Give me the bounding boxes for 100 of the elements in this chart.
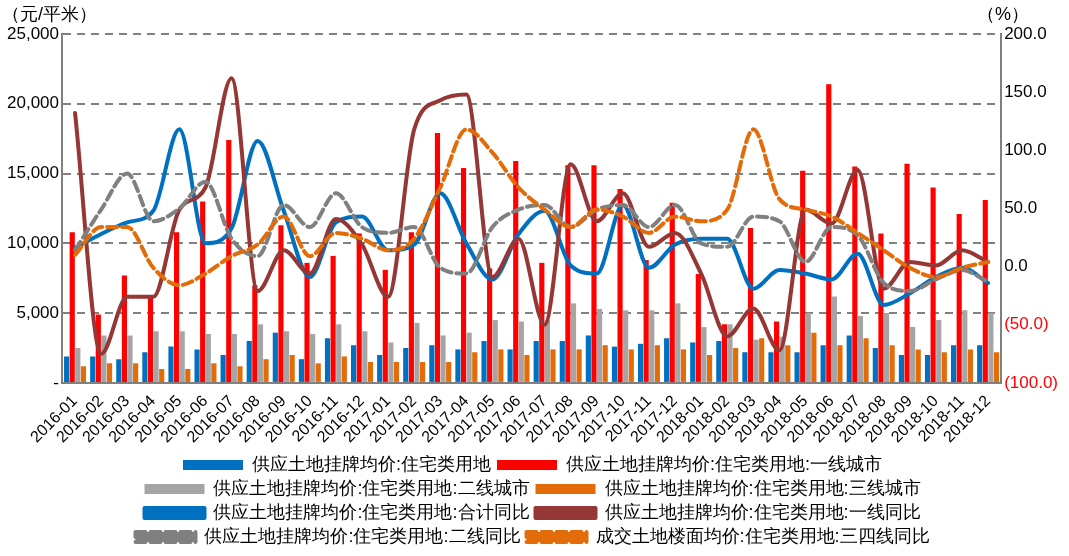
bar [889, 345, 895, 382]
legend-label: 供应土地挂牌均价:住宅类用地:一线同比 [604, 501, 921, 522]
legend-label: 供应土地挂牌均价:住宅类用地:一线城市 [566, 453, 883, 474]
bar [759, 338, 765, 382]
line-series [73, 76, 991, 356]
bar [341, 356, 347, 382]
y-tick-label: 10,000 [7, 233, 59, 253]
bar [174, 232, 180, 382]
bar [768, 352, 774, 382]
bar [544, 320, 550, 382]
bar [310, 334, 316, 382]
bar [524, 354, 530, 382]
bar [133, 363, 139, 382]
bar [518, 321, 524, 382]
bar [434, 133, 441, 382]
bar [649, 310, 655, 382]
bar [904, 163, 910, 382]
bar [64, 356, 70, 382]
bar [820, 345, 826, 382]
y-tick-label: 20,000 [7, 93, 59, 113]
bar [941, 352, 947, 382]
bar [168, 346, 174, 382]
bar [80, 366, 87, 382]
y2-tick-label: 50.0 [1004, 198, 1038, 218]
bar [811, 332, 817, 382]
bar [915, 349, 921, 382]
bar [863, 338, 869, 382]
bar [654, 345, 660, 382]
bar [420, 361, 426, 382]
bar [857, 315, 864, 382]
bar [753, 339, 759, 382]
bar [664, 338, 670, 382]
bar [211, 363, 217, 382]
bar [727, 324, 733, 382]
bar [362, 331, 368, 382]
bar [429, 345, 435, 382]
y-tick-label: 25,000 [7, 23, 59, 43]
bar [393, 361, 400, 382]
bar [930, 187, 936, 382]
bar [585, 335, 591, 382]
bar [159, 368, 165, 382]
bar [75, 348, 81, 382]
bar [367, 361, 373, 382]
bar [706, 354, 713, 382]
bar [675, 303, 681, 382]
bar [602, 345, 608, 382]
bar [492, 320, 498, 382]
bar [283, 331, 290, 382]
bar [988, 313, 994, 382]
bar [147, 296, 154, 382]
bar [690, 342, 696, 382]
bar [289, 354, 295, 382]
bar [304, 262, 310, 382]
bar [388, 342, 394, 382]
y-axis-title: （元/平米） [2, 3, 98, 24]
bar [69, 232, 75, 382]
bar [576, 349, 582, 382]
bar [570, 303, 577, 382]
bar [185, 368, 191, 382]
bar [956, 214, 962, 382]
bar [121, 275, 127, 382]
bar [898, 354, 904, 382]
bar [967, 349, 973, 382]
bar [747, 227, 754, 382]
bar [472, 352, 478, 382]
bar [252, 285, 258, 382]
y2-axis-title: （%） [976, 3, 1029, 24]
legend-label: 供应土地挂牌均价:住宅类用地:合计同比 [213, 501, 530, 522]
bar [701, 327, 707, 382]
y2-tick-label: 100.0 [1004, 139, 1047, 159]
bar [539, 262, 545, 382]
bar [924, 354, 931, 382]
bar [617, 188, 623, 382]
bar [446, 361, 452, 382]
bar [324, 338, 331, 382]
bar [414, 322, 420, 382]
bar [742, 352, 748, 382]
y2-tick-label: 200.0 [1004, 23, 1047, 43]
bar [455, 349, 461, 382]
bar [559, 341, 565, 382]
bar [153, 331, 159, 382]
bar [466, 332, 472, 382]
bar [356, 233, 362, 382]
bar [936, 320, 942, 382]
bar [507, 349, 513, 382]
bar [831, 296, 837, 382]
y-tick-label: - [53, 372, 59, 392]
bar [982, 200, 988, 382]
bar [403, 348, 409, 382]
legend-label: 供应土地挂牌均价:住宅类用地 [252, 453, 492, 474]
bar [628, 349, 634, 382]
bar [680, 349, 687, 382]
bar [377, 354, 383, 382]
y2-tick-label: (100.0) [1004, 372, 1059, 392]
bar [951, 345, 957, 382]
bar [440, 335, 446, 382]
bar [993, 352, 1000, 382]
bar [382, 269, 388, 382]
bar [231, 334, 237, 382]
bar [498, 349, 504, 382]
